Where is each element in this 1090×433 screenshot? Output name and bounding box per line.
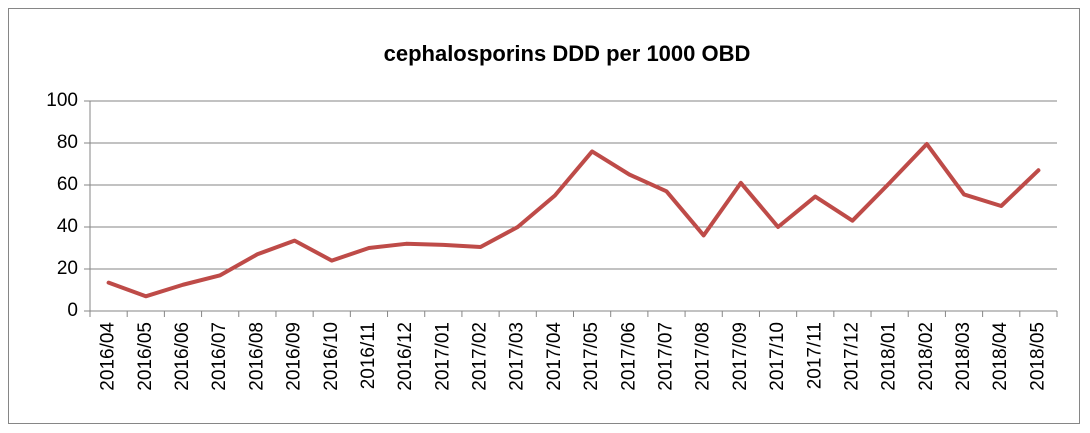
x-tick-label: 2017/01 <box>432 322 453 391</box>
x-tick-label: 2018/04 <box>990 322 1011 391</box>
x-tick-label: 2016/05 <box>135 322 156 391</box>
x-tick-label: 2017/11 <box>804 322 825 389</box>
y-tick-label: 20 <box>57 258 78 279</box>
x-tick-label: 2017/08 <box>693 322 714 391</box>
x-tick-label: 2016/07 <box>209 322 230 391</box>
x-tick-label: 2016/08 <box>246 322 267 391</box>
x-tick-label: 2016/06 <box>172 322 193 391</box>
y-tick-label: 100 <box>46 90 78 111</box>
x-tick-label: 2018/02 <box>916 322 937 391</box>
x-tick-label: 2017/06 <box>618 322 639 391</box>
x-tick-label: 2016/11 <box>358 322 379 389</box>
x-tick-label: 2017/09 <box>730 322 751 391</box>
x-tick-label: 2017/03 <box>507 322 528 391</box>
x-tick-label: 2017/02 <box>470 322 491 391</box>
x-tick-label: 2018/01 <box>879 322 900 391</box>
chart-frame <box>8 8 1080 424</box>
x-tick-label: 2017/04 <box>544 322 565 391</box>
y-tick-label: 60 <box>57 174 78 195</box>
x-tick-label: 2017/12 <box>841 322 862 391</box>
x-tick-label: 2018/05 <box>1027 322 1048 391</box>
y-tick-label: 40 <box>57 216 78 237</box>
x-tick-label: 2016/10 <box>321 322 342 391</box>
x-tick-label: 2018/03 <box>953 322 974 391</box>
data-line <box>106 142 1041 299</box>
x-tick-label: 2016/12 <box>395 322 416 391</box>
chart-title: cephalosporins DDD per 1000 OBD <box>384 41 751 66</box>
x-tick-label: 2016/09 <box>284 322 305 391</box>
x-tick-label: 2016/04 <box>98 322 119 391</box>
x-tick-label: 2017/10 <box>767 322 788 391</box>
x-tick-label: 2017/07 <box>655 322 676 391</box>
x-tick-label: 2017/05 <box>581 322 602 391</box>
y-tick-label: 0 <box>67 300 78 321</box>
y-tick-label: 80 <box>57 132 78 153</box>
